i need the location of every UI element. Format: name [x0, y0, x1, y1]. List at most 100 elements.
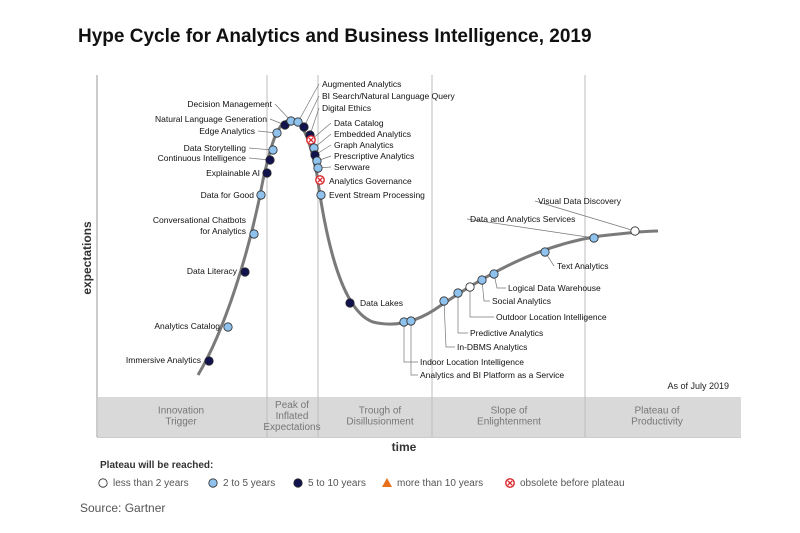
- predictive-analytics-marker: [453, 288, 463, 298]
- digital-ethics-marker: [305, 130, 315, 140]
- source-note: Source: Gartner: [80, 501, 166, 515]
- natural-language-generation-marker: [280, 120, 290, 130]
- legend-item-2-to-5-years: 2 to 5 years: [223, 478, 275, 489]
- analytics-governance-label: Analytics Governance: [329, 176, 412, 186]
- outdoor-location-intelligence-label: Outdoor Location Intelligence: [496, 312, 607, 322]
- phase-label-2: Trough of: [359, 406, 402, 417]
- decision-management-label: Decision Management: [187, 99, 272, 109]
- phase-label-0: Trigger: [165, 417, 197, 428]
- phase-label-1: Peak of: [275, 400, 309, 411]
- analytics-catalog-marker: [223, 322, 233, 332]
- visual-data-discovery-label: Visual Data Discovery: [538, 196, 622, 206]
- visual-data-discovery-marker: [630, 226, 640, 236]
- digital-ethics-connector: [309, 107, 320, 136]
- natural-language-generation-connector: [269, 118, 286, 126]
- phase-label-4: Productivity: [631, 417, 683, 428]
- embedded-analytics-connector: [313, 133, 332, 149]
- social-analytics-connector: [481, 279, 490, 302]
- data-storytelling-label: Data Storytelling: [184, 143, 247, 153]
- prescriptive-analytics-marker: [312, 156, 322, 166]
- servware-label: Servware: [334, 162, 370, 172]
- x-axis-label: time: [392, 440, 417, 454]
- indoor-location-intelligence-label: Indoor Location Intelligence: [420, 357, 524, 367]
- phase-label-3: Slope of: [491, 406, 528, 417]
- outdoor-location-intelligence-marker: [465, 282, 475, 292]
- data-catalog-connector: [310, 122, 332, 141]
- edge-analytics-connector: [257, 130, 278, 134]
- legend-item-less-than-2-years: less than 2 years: [113, 478, 189, 489]
- decision-management-marker: [286, 116, 296, 126]
- graph-analytics-label: Graph Analytics: [334, 140, 394, 150]
- data-catalog-marker: [306, 135, 316, 145]
- legend-item-more-than-10-years-symbol: [382, 478, 392, 487]
- legend-item-more-than-10-years: more than 10 years: [397, 478, 483, 489]
- data-lakes-label: Data Lakes: [360, 298, 403, 308]
- data-literacy-label: Data Literacy: [187, 266, 238, 276]
- predictive-analytics-connector: [457, 293, 468, 334]
- augmented-analytics-label: Augmented Analytics: [322, 79, 401, 89]
- analytics-catalog-label: Analytics Catalog: [154, 321, 220, 331]
- data-lakes-marker: [345, 298, 355, 308]
- as-of-label: As of July 2019: [667, 381, 729, 391]
- in-dbms-analytics-marker: [439, 296, 449, 306]
- bi-search-natural-language-query-marker: [299, 122, 309, 132]
- continuous-intelligence-label: Continuous Intelligence: [158, 153, 247, 163]
- phase-label-4: Plateau of: [634, 406, 679, 417]
- text-analytics-connector: [544, 251, 555, 267]
- bi-search-natural-language-query-label: BI Search/Natural Language Query: [322, 91, 456, 101]
- legend-item-5-to-10-years-symbol: [293, 478, 303, 488]
- edge-analytics-label: Edge Analytics: [199, 126, 255, 136]
- legend-item-obsolete-before-plateau: obsolete before plateau: [520, 478, 625, 489]
- explainable-ai-label: Explainable AI: [206, 168, 260, 178]
- augmented-analytics-connector: [297, 83, 320, 123]
- natural-language-generation-label: Natural Language Generation: [155, 114, 267, 124]
- immersive-analytics-marker: [204, 356, 214, 366]
- analytics-and-bi-platform-as-a-service-marker: [406, 316, 416, 326]
- legend-item-less-than-2-years-symbol: [98, 478, 108, 488]
- data-and-analytics-services-connector: [466, 218, 595, 239]
- immersive-analytics-label: Immersive Analytics: [126, 355, 201, 365]
- conversational-chatbots-for-analytics-label: Conversational Chatbots for Analytics: [153, 215, 246, 236]
- edge-analytics-marker: [272, 128, 282, 138]
- outdoor-location-intelligence-connector: [469, 287, 494, 318]
- text-analytics-marker: [540, 247, 550, 257]
- data-storytelling-marker: [268, 145, 278, 155]
- indoor-location-intelligence-connector: [403, 322, 418, 363]
- text-analytics-label: Text Analytics: [557, 261, 609, 271]
- logical-data-warehouse-label: Logical Data Warehouse: [508, 283, 601, 293]
- data-for-good-label: Data for Good: [201, 190, 255, 200]
- data-catalog-label: Data Catalog: [334, 118, 384, 128]
- data-and-analytics-services-label: Data and Analytics Services: [470, 214, 575, 224]
- explainable-ai-marker: [262, 168, 272, 178]
- event-stream-processing-marker: [316, 190, 326, 200]
- legend-heading: Plateau will be reached:: [100, 460, 213, 471]
- phase-label-1: Inflated: [276, 411, 309, 422]
- event-stream-processing-label: Event Stream Processing: [329, 190, 425, 200]
- in-dbms-analytics-label: In-DBMS Analytics: [457, 342, 527, 352]
- digital-ethics-label: Digital Ethics: [322, 103, 371, 113]
- chart-title: Hype Cycle for Analytics and Business In…: [78, 26, 592, 47]
- phase-label-3: Enlightenment: [477, 417, 541, 428]
- hype-curve: [196, 118, 659, 376]
- social-analytics-marker: [477, 275, 487, 285]
- embedded-analytics-marker: [309, 143, 319, 153]
- embedded-analytics-label: Embedded Analytics: [334, 129, 411, 139]
- augmented-analytics-marker: [293, 117, 303, 127]
- data-literacy-marker: [240, 267, 250, 277]
- decision-management-connector: [274, 103, 292, 122]
- phase-label-0: Innovation: [158, 406, 204, 417]
- bi-search-natural-language-query-connector: [303, 95, 320, 128]
- analytics-and-bi-platform-as-a-service-connector: [410, 321, 418, 376]
- predictive-analytics-label: Predictive Analytics: [470, 328, 543, 338]
- logical-data-warehouse-connector: [493, 273, 506, 289]
- data-and-analytics-services-marker: [589, 233, 599, 243]
- servware-marker: [313, 163, 323, 173]
- continuous-intelligence-connector: [248, 157, 271, 161]
- prescriptive-analytics-label: Prescriptive Analytics: [334, 151, 414, 161]
- graph-analytics-connector: [314, 144, 332, 156]
- phase-label-2: Disillusionment: [346, 417, 413, 428]
- servware-connector: [317, 166, 332, 169]
- continuous-intelligence-marker: [265, 155, 275, 165]
- conversational-chatbots-for-analytics-marker: [249, 229, 259, 239]
